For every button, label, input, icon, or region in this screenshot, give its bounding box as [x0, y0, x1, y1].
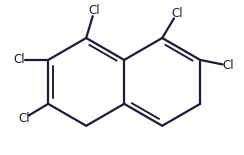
Text: Cl: Cl: [18, 112, 30, 125]
Text: Cl: Cl: [171, 7, 183, 20]
Text: Cl: Cl: [14, 53, 25, 66]
Text: Cl: Cl: [222, 59, 234, 72]
Text: Cl: Cl: [89, 4, 100, 17]
